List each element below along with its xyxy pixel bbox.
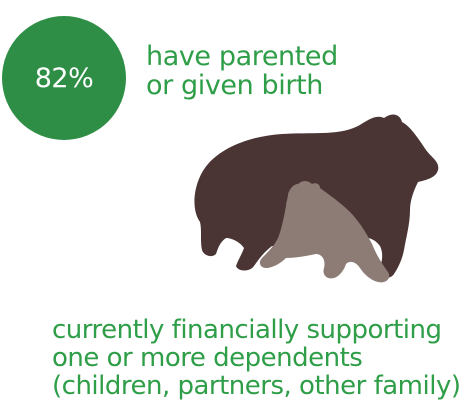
cub-silhouette: [259, 181, 390, 283]
caption-line-3: (children, partners, other family): [52, 371, 461, 401]
stat-value: 82%: [34, 62, 94, 94]
stat-line-1: have parented: [146, 41, 338, 72]
stat-line-2: or given birth: [146, 70, 323, 101]
caption-line-2: one or more dependents: [52, 343, 363, 373]
dependents-caption: currently financially supporting one or …: [52, 315, 461, 401]
stat-circle: 82%: [2, 16, 126, 140]
stat-headline: have parented or given birth: [146, 42, 338, 100]
bear-and-cub-illustration: [194, 114, 439, 283]
caption-line-1: currently financially supporting: [52, 315, 442, 345]
